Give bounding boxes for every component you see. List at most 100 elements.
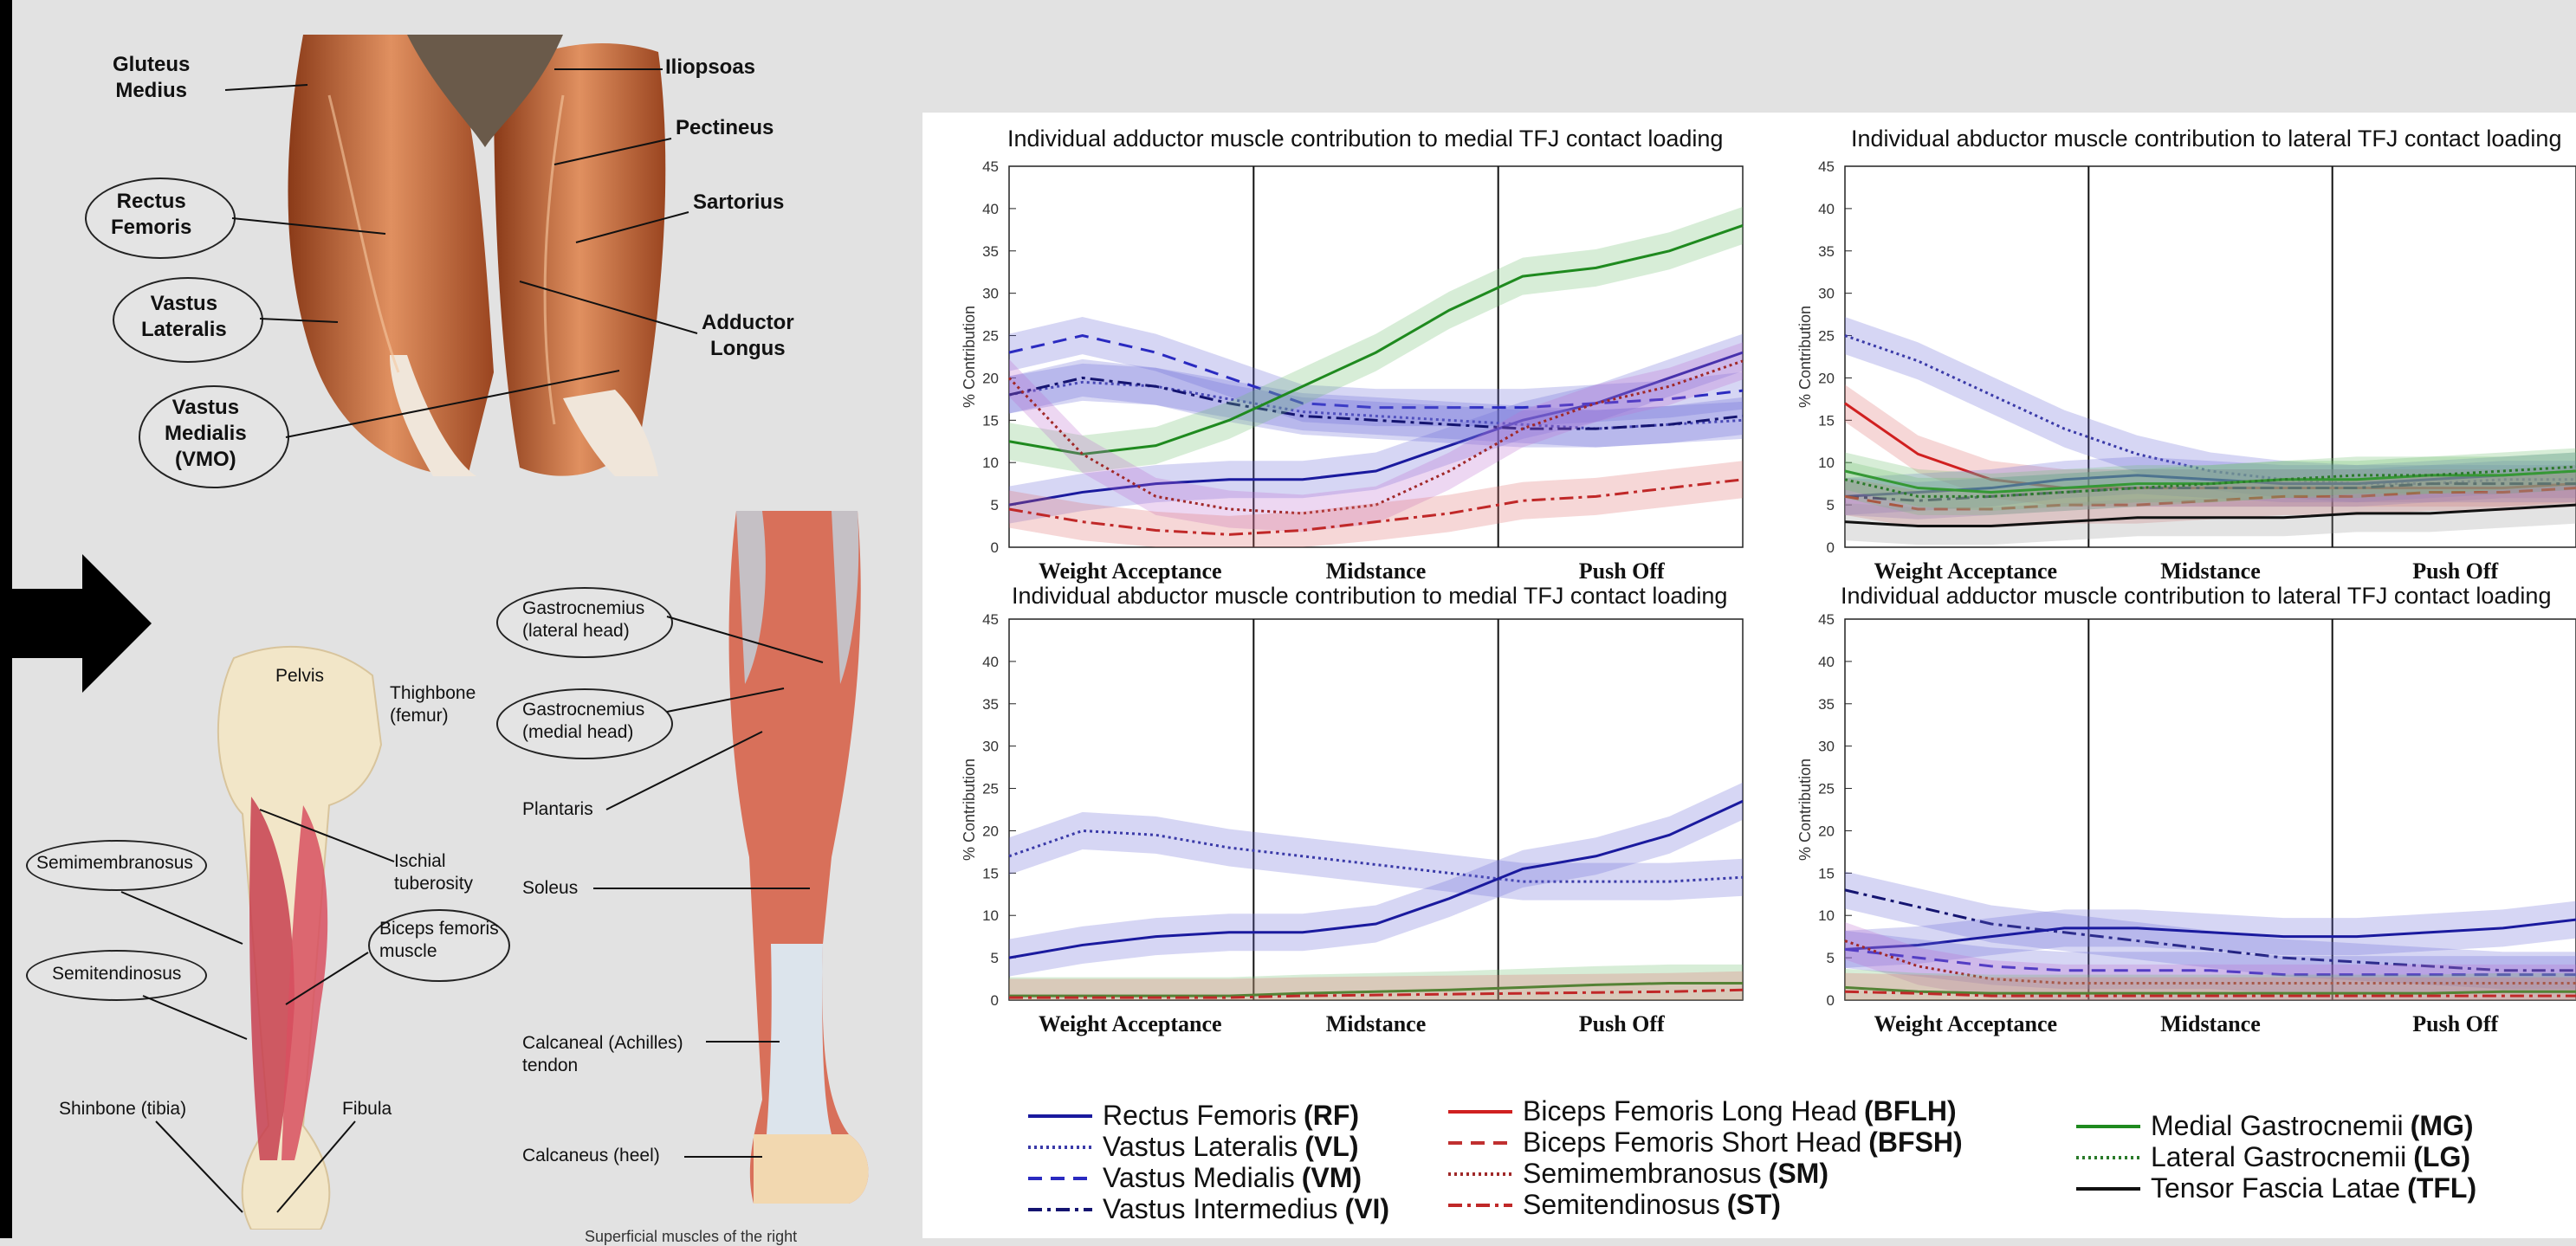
- y-tick-label: 40: [982, 201, 999, 217]
- legend-abbr: (BFSH): [1868, 1127, 1963, 1158]
- y-tick-label: 10: [1818, 907, 1835, 924]
- y-tick-label: 5: [1827, 497, 1835, 513]
- y-tick-label: 25: [1818, 328, 1835, 345]
- y-tick-label: 30: [982, 286, 999, 302]
- y-tick-label: 10: [1818, 455, 1835, 471]
- legend-abbr: (ST): [1726, 1189, 1781, 1220]
- legend-name: Vastus Intermedius: [1103, 1193, 1338, 1224]
- y-axis-label: % Contribution: [961, 306, 978, 408]
- calf-leader-lines: [120, 616, 824, 1213]
- legend-name: Biceps Femoris Short Head: [1523, 1127, 1862, 1158]
- y-tick-label: 20: [982, 370, 999, 386]
- chart-4: 0 5 10 15 20 25 30 35 40 45 % Contribution Weight A…: [1796, 611, 2576, 1036]
- legend-swatch-RF: [1028, 1114, 1092, 1118]
- legend-swatch-LG: [2076, 1155, 2140, 1159]
- legend-item-LG: Lateral Gastrocnemii (LG): [2074, 1141, 2470, 1173]
- legend-swatch-VM: [1028, 1176, 1092, 1180]
- band-RF: [1845, 901, 2576, 968]
- series-MG: [1009, 981, 1743, 997]
- legend-swatch-TFL: [2076, 1186, 2140, 1191]
- band-BFSH: [1845, 469, 2576, 528]
- legend-swatch-BFLH: [1448, 1109, 1512, 1114]
- y-tick-label: 20: [982, 823, 999, 839]
- chart-3: 0 5 10 15 20 25 30 35 40 45 % Contribution Weight A…: [961, 611, 1744, 1036]
- legend-swatch-SM: [1448, 1172, 1512, 1176]
- legend-item-VL: Vastus Lateralis (VL): [1026, 1131, 1359, 1163]
- legend-name: Vastus Medialis: [1103, 1162, 1295, 1193]
- phase-label: Push Off: [1579, 1011, 1665, 1036]
- phase-label: Push Off: [1579, 558, 1665, 584]
- label-iliopsoas: Iliopsoas: [665, 55, 756, 79]
- label-rectus-femoris: Rectus Femoris: [111, 190, 192, 239]
- y-tick-label: 30: [1818, 739, 1835, 755]
- label-achilles-tendon: Calcaneal (Achilles) tendon: [522, 1033, 683, 1075]
- band-VI: [1009, 358, 1743, 448]
- phase-label: Midstance: [2160, 558, 2261, 584]
- label-pectineus: Pectineus: [676, 116, 774, 139]
- legend-abbr: (SM): [1768, 1158, 1828, 1189]
- plot-area: [1008, 165, 1744, 548]
- series-VM: [1844, 947, 2576, 977]
- band-RF: [1009, 333, 1743, 524]
- phase-label: Midstance: [1326, 1011, 1427, 1036]
- phase-label: Midstance: [2160, 1011, 2261, 1036]
- label-soleus: Soleus: [522, 878, 579, 898]
- phase-label: Push Off: [2412, 558, 2498, 584]
- band-TFL: [1845, 486, 2576, 546]
- band-LG: [1845, 448, 2576, 515]
- y-tick-label: 30: [1818, 286, 1835, 302]
- series-RF: [1844, 918, 2576, 951]
- label-fibula: Fibula: [342, 1099, 392, 1119]
- band-VM: [1009, 317, 1743, 427]
- label-sartorius: Sartorius: [693, 190, 785, 214]
- chart-1-title: Individual adductor muscle contribution …: [1007, 126, 1724, 152]
- band-RF: [1009, 782, 1743, 977]
- y-tick-label: 40: [1818, 201, 1835, 217]
- chart-2: 0 5 10 15 20 25 30 35 40 45 % Contribution Weight A…: [1796, 158, 2576, 584]
- legend-item-VI: Vastus Intermedius (VI): [1026, 1193, 1389, 1225]
- legend-swatch-ST: [1448, 1203, 1512, 1207]
- series-MG: [1844, 985, 2576, 995]
- label-semitendinosus: Semitendinosus: [52, 964, 182, 984]
- legend-abbr: (RF): [1304, 1100, 1360, 1131]
- y-tick-label: 0: [991, 992, 999, 1009]
- band-VM: [1845, 930, 2576, 994]
- legend-abbr: (BFLH): [1863, 1095, 1957, 1127]
- phase-label: Weight Acceptance: [1039, 1011, 1222, 1036]
- plot-area: [1844, 618, 2576, 1001]
- chart-2-title: Individual abductor muscle contribution …: [1851, 126, 2562, 152]
- legend-swatch-BFSH: [1448, 1140, 1512, 1145]
- y-tick-label: 45: [1818, 611, 1835, 628]
- series-BFSH: [1844, 487, 2576, 511]
- series-ST: [1008, 478, 1744, 536]
- label-semimembranosus: Semimembranosus: [36, 853, 193, 873]
- label-biceps-femoris: Biceps femoris muscle: [379, 919, 499, 961]
- y-tick-label: 5: [1827, 950, 1835, 966]
- y-axis-label: % Contribution: [1796, 306, 1814, 408]
- band-VI: [1845, 871, 2576, 990]
- y-tick-label: 15: [982, 865, 999, 881]
- legend-abbr: (VI): [1344, 1193, 1390, 1224]
- thigh-muscles-illustration: [288, 35, 666, 476]
- y-tick-label: 15: [1818, 412, 1835, 429]
- y-tick-label: 20: [1818, 370, 1835, 386]
- series-VI: [1844, 888, 2576, 972]
- legend-swatch-VI: [1028, 1207, 1092, 1211]
- legend-item-BFLH: Biceps Femoris Long Head (BFLH): [1447, 1095, 1957, 1127]
- label-gastrocnemius-lateral: Gastrocnemius (lateral head): [522, 598, 645, 641]
- legend-item-RF: Rectus Femoris (RF): [1026, 1100, 1359, 1132]
- label-gluteus-medius: Gluteus Medius: [113, 53, 191, 102]
- label-ischial-tuberosity: Ischial tuberosity: [394, 851, 474, 894]
- y-tick-label: 5: [991, 497, 999, 513]
- legend-name: Lateral Gastrocnemii: [2151, 1141, 2407, 1172]
- label-shinbone: Shinbone (tibia): [59, 1099, 187, 1119]
- legend-name: Rectus Femoris: [1103, 1100, 1298, 1131]
- series-SM: [1007, 359, 1744, 515]
- oval-semitendinosus: [26, 950, 207, 1001]
- y-tick-label: 0: [991, 539, 999, 556]
- legend-name: Medial Gastrocnemii: [2151, 1110, 2404, 1141]
- oval-vastus-medialis: [139, 385, 289, 488]
- y-tick-label: 15: [982, 412, 999, 429]
- series-TFL: [1844, 503, 2576, 528]
- y-tick-label: 40: [982, 654, 999, 670]
